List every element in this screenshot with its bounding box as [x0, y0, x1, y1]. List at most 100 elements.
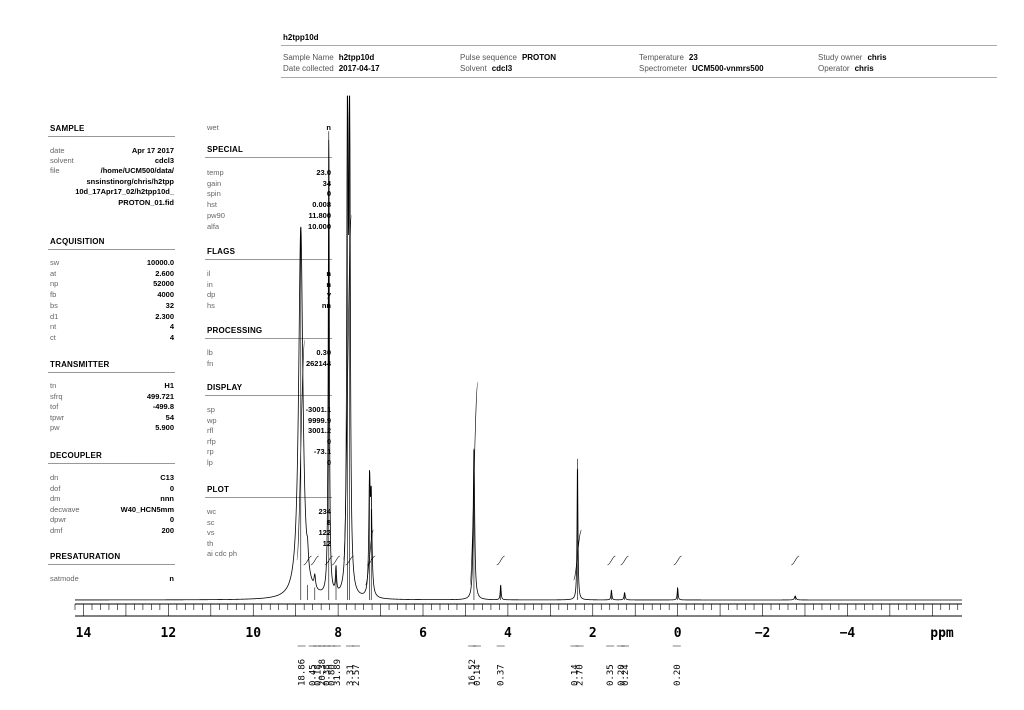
section-rule	[205, 395, 332, 396]
tick-label-12: 12	[161, 626, 177, 641]
param-value: 23.0	[316, 168, 331, 177]
param-row-lb: lb 0.30	[207, 348, 331, 358]
param-value: 4	[169, 332, 174, 342]
param-value: 2.600	[155, 268, 174, 278]
param-value: 32	[165, 300, 174, 310]
tick-label-10: 10	[245, 626, 261, 641]
integral-value-15: 0.20	[617, 664, 627, 686]
peak-marks	[300, 96, 796, 600]
integral-value-10: 0.14	[473, 664, 483, 686]
param-row-sfrq: sfrq 499.721	[50, 392, 174, 402]
param-key: hs	[207, 300, 215, 310]
section-title-acquisition: ACQUISITION	[50, 237, 105, 246]
header-date-collected: Date collected 2017-04-17	[283, 64, 380, 73]
section-rule	[48, 463, 175, 464]
param-key: sfrq	[50, 391, 63, 401]
section-title-special: SPECIAL	[207, 145, 244, 154]
param-key: alfa	[207, 221, 220, 231]
param-key: th	[207, 538, 214, 548]
tick-label-0: 0	[674, 626, 682, 641]
integral-value-13: 2.70	[576, 664, 586, 686]
param-key: vs	[207, 528, 215, 537]
param-key: rfp	[207, 436, 216, 446]
section-title-plot: PLOT	[207, 485, 230, 494]
param-value: nnn	[160, 494, 174, 503]
integral-value-12: 0.14	[571, 664, 581, 686]
param-row-dm: dm nnn	[50, 494, 174, 504]
param-key: hst	[207, 200, 218, 210]
param-value: 0	[169, 483, 174, 493]
header-solvent: Solvent cdcl3	[460, 64, 513, 73]
section-rule	[48, 136, 175, 137]
integral-value-2: 0.18	[313, 664, 323, 686]
param-key: tn	[50, 381, 57, 390]
param-value: 0.008	[312, 200, 331, 210]
param-row-d1: d1 2.300	[50, 312, 174, 322]
param-row-hs: hs nn	[207, 301, 331, 311]
section-rule	[205, 157, 332, 158]
header-spectrometer: Spectrometer UCM500-vnmrs500	[639, 64, 764, 73]
param-value: 11.800	[308, 210, 331, 220]
param-row-temp: temp 23.0	[207, 168, 331, 178]
param-key: dpwr	[50, 515, 67, 524]
integral-value-0: 18.86	[298, 659, 308, 686]
integral-value-4: 0.38	[323, 664, 333, 686]
param-row-sp: sp -3001.1	[207, 405, 331, 415]
param-row-bs: bs 32	[50, 301, 174, 311]
param-value: -3001.1	[305, 405, 331, 414]
tick-label-2: 2	[589, 626, 597, 641]
section-rule	[48, 372, 175, 373]
param-key: wc	[207, 507, 217, 516]
integral-curve-13	[620, 555, 629, 566]
param-row-decwave: decwave W40_HCN5mm	[50, 505, 174, 515]
param-key: ct	[50, 332, 56, 342]
section-title-transmitter: TRANSMITTER	[50, 360, 110, 369]
param-key: il	[207, 269, 211, 278]
param-key: tof	[50, 402, 59, 411]
param-key: pw90	[207, 210, 225, 220]
integral-curve-2	[310, 555, 319, 566]
integral-curve-1	[303, 555, 312, 566]
param-key: rfl	[207, 426, 214, 435]
header-sample-name: Sample Name h2tpp10d	[283, 53, 375, 62]
param-row-wc: wc 234	[207, 507, 331, 517]
param-value: -499.8	[152, 402, 174, 411]
param-key: fb	[50, 290, 57, 300]
param-row-np: np 52000	[50, 279, 174, 289]
ppm-axis: 14 12 10 8 6 4 2 0 −2 −4 ppm	[74, 603, 962, 641]
param-key: dp	[207, 290, 216, 299]
param-key: wp	[207, 415, 217, 425]
tick-label-14: 14	[76, 626, 92, 641]
param-row-pw: pw 5.900	[50, 423, 174, 433]
param-row-nt: nt 4	[50, 322, 174, 332]
spectrum-trace	[75, 95, 962, 601]
param-row-sw: sw 10000.0	[50, 258, 174, 268]
param-row-dn: dn C13	[50, 473, 174, 483]
section-title-flags: FLAGS	[207, 247, 236, 256]
param-value: 10.000	[308, 221, 331, 231]
param-key: lb	[207, 348, 213, 357]
param-row-dof: dof 0	[50, 484, 174, 494]
param-value: 122	[318, 528, 331, 537]
param-row-wp: wp 9999.9	[207, 416, 331, 426]
param-value: 9999.9	[308, 415, 331, 425]
file-path-line: PROTON_01.fid	[118, 198, 174, 207]
section-rule	[48, 564, 175, 565]
integral-curve-15	[791, 555, 800, 566]
param-key: dm	[50, 494, 61, 503]
param-key: fn	[207, 358, 214, 368]
param-key: dn	[50, 473, 59, 482]
param-value: 52000	[153, 279, 174, 289]
param-key: spin	[207, 189, 221, 199]
integral-curve-4	[331, 555, 341, 566]
param-key: sp	[207, 405, 215, 414]
header-pulse-sequence: Pulse sequence PROTON	[460, 53, 557, 62]
param-value: C13	[160, 473, 174, 482]
integral-value-7: 3.31	[346, 664, 356, 686]
integral-value-14: 0.35	[606, 664, 616, 686]
param-row-fb: fb 4000	[50, 290, 174, 300]
param-key: dmf	[50, 525, 63, 535]
integral-value-6: 31.89	[333, 659, 343, 686]
integral-curve-14	[673, 555, 682, 566]
